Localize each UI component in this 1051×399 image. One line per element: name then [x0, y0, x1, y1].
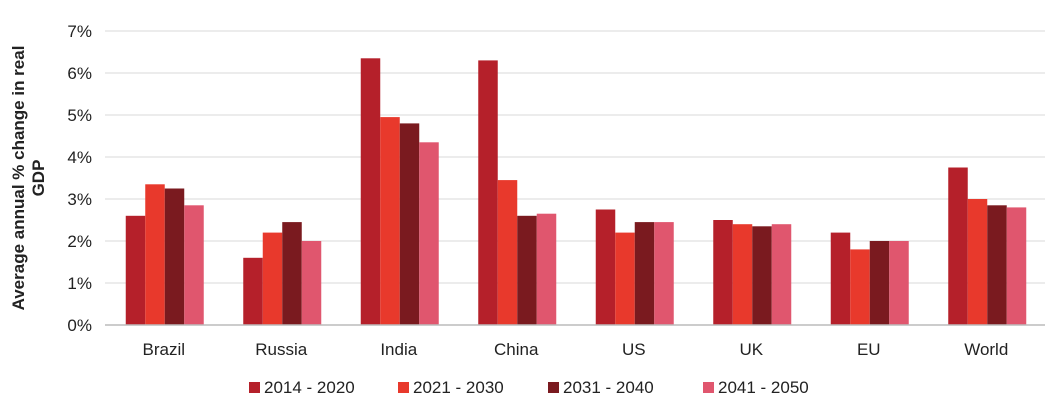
legend-label: 2031 - 2040 [563, 378, 654, 397]
x-axis-categories: Brazil Russia India China US UK EU World [142, 340, 1008, 359]
bar-world-2 [967, 199, 988, 325]
y-tick-label: 5% [67, 106, 92, 125]
bar-india-2 [380, 117, 400, 325]
x-category-label: Russia [255, 340, 308, 359]
gridlines [105, 30, 1045, 284]
bar-china-3 [517, 215, 537, 325]
legend-swatch [703, 382, 714, 393]
bar-world-3 [987, 205, 1007, 325]
legend-swatch [548, 382, 559, 393]
bar-uk-2 [732, 224, 753, 325]
bar-eu-3 [869, 241, 890, 325]
bar-china-1 [478, 60, 498, 326]
bar-uk-4 [771, 224, 792, 325]
x-category-label: China [494, 340, 539, 359]
y-tick-label: 4% [67, 148, 92, 167]
x-category-label: Brazil [142, 340, 185, 359]
bar-brazil-2 [145, 184, 165, 325]
x-category-label: UK [739, 340, 763, 359]
y-tick-label: 6% [67, 64, 92, 83]
legend-label: 2014 - 2020 [264, 378, 355, 397]
bar-india-1 [360, 58, 381, 326]
bar-us-4 [654, 222, 674, 325]
y-tick-label: 7% [67, 22, 92, 41]
y-axis-label: Average annual % change in real GDP [9, 46, 48, 311]
bar-india-3 [399, 123, 420, 326]
bars [125, 58, 1027, 326]
bar-brazil-4 [184, 205, 204, 325]
bar-eu-1 [830, 232, 851, 325]
bar-china-2 [497, 180, 518, 325]
legend-swatch [249, 382, 260, 393]
y-tick-label: 2% [67, 232, 92, 251]
bar-world-1 [948, 167, 968, 325]
legend-label: 2041 - 2050 [718, 378, 809, 397]
bar-world-4 [1006, 207, 1027, 325]
bar-russia-3 [282, 222, 302, 325]
bar-brazil-3 [164, 188, 185, 325]
x-category-label: India [380, 340, 417, 359]
bar-uk-3 [752, 226, 772, 325]
bar-uk-1 [713, 220, 733, 325]
y-axis-ticks: 0% 1% 2% 3% 4% 5% 6% 7% [67, 22, 92, 335]
x-category-label: EU [857, 340, 881, 359]
bar-us-3 [634, 222, 655, 325]
y-tick-label: 0% [67, 316, 92, 335]
bar-china-4 [536, 213, 557, 325]
bar-us-2 [615, 232, 635, 325]
bar-eu-4 [889, 241, 909, 325]
bar-russia-1 [243, 257, 263, 325]
bar-eu-2 [850, 249, 870, 325]
y-axis-label-line: Average annual % change in real [9, 46, 28, 311]
y-axis-label-line: GDP [29, 160, 48, 197]
bar-russia-2 [262, 232, 283, 325]
bar-us-1 [595, 209, 616, 325]
bar-russia-4 [301, 241, 322, 325]
x-category-label: US [622, 340, 646, 359]
bar-brazil-1 [125, 215, 146, 325]
legend: 2014 - 2020 2021 - 2030 2031 - 2040 2041 - … [249, 378, 809, 397]
y-tick-label: 3% [67, 190, 92, 209]
bar-india-4 [419, 142, 439, 325]
x-category-label: World [964, 340, 1008, 359]
legend-swatch [398, 382, 409, 393]
legend-label: 2021 - 2030 [413, 378, 504, 397]
y-tick-label: 1% [67, 274, 92, 293]
